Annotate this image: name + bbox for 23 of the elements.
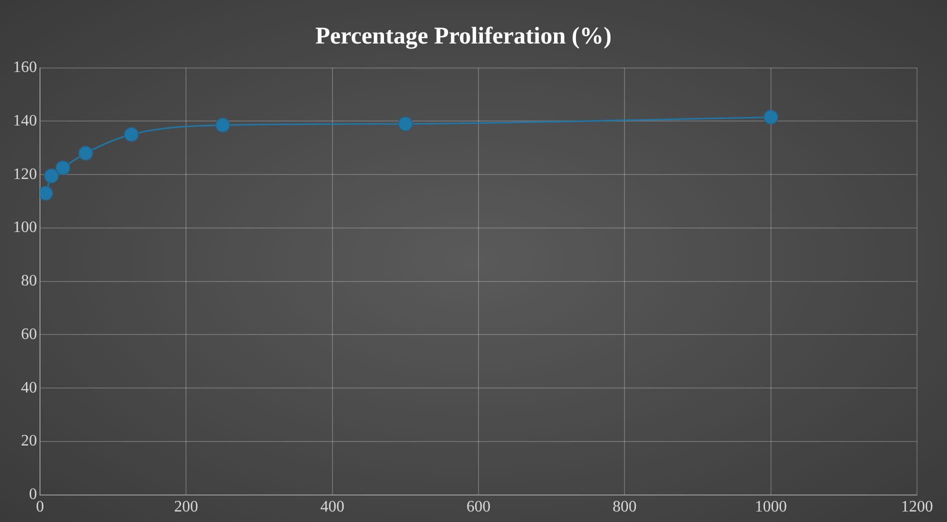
y-tick-label: 140 — [13, 112, 37, 130]
x-tick-label: 600 — [466, 498, 490, 516]
x-tick-label: 400 — [320, 498, 344, 516]
y-tick-label: 160 — [13, 59, 37, 76]
point — [78, 146, 94, 161]
x-tick-label: 1200 — [901, 498, 933, 516]
y-tick-label: 60 — [21, 326, 37, 343]
point — [44, 168, 59, 184]
point — [55, 160, 70, 176]
y-tick-label: 20 — [21, 432, 37, 450]
x-tick-label: 200 — [174, 498, 198, 516]
point — [398, 116, 413, 132]
x-tick-label: 800 — [612, 498, 637, 516]
x-tick-label: 1000 — [754, 498, 787, 516]
y-tick-label: 120 — [13, 166, 37, 183]
point — [763, 110, 778, 125]
y-tick-label: 40 — [21, 379, 37, 396]
point — [215, 118, 230, 133]
point — [124, 127, 139, 142]
y-tick-label: 0 — [29, 486, 37, 504]
y-tick-label: 80 — [21, 272, 37, 290]
y-tick-label: 100 — [13, 219, 37, 236]
chart-title: Percentage Proliferation (%) — [315, 24, 612, 50]
